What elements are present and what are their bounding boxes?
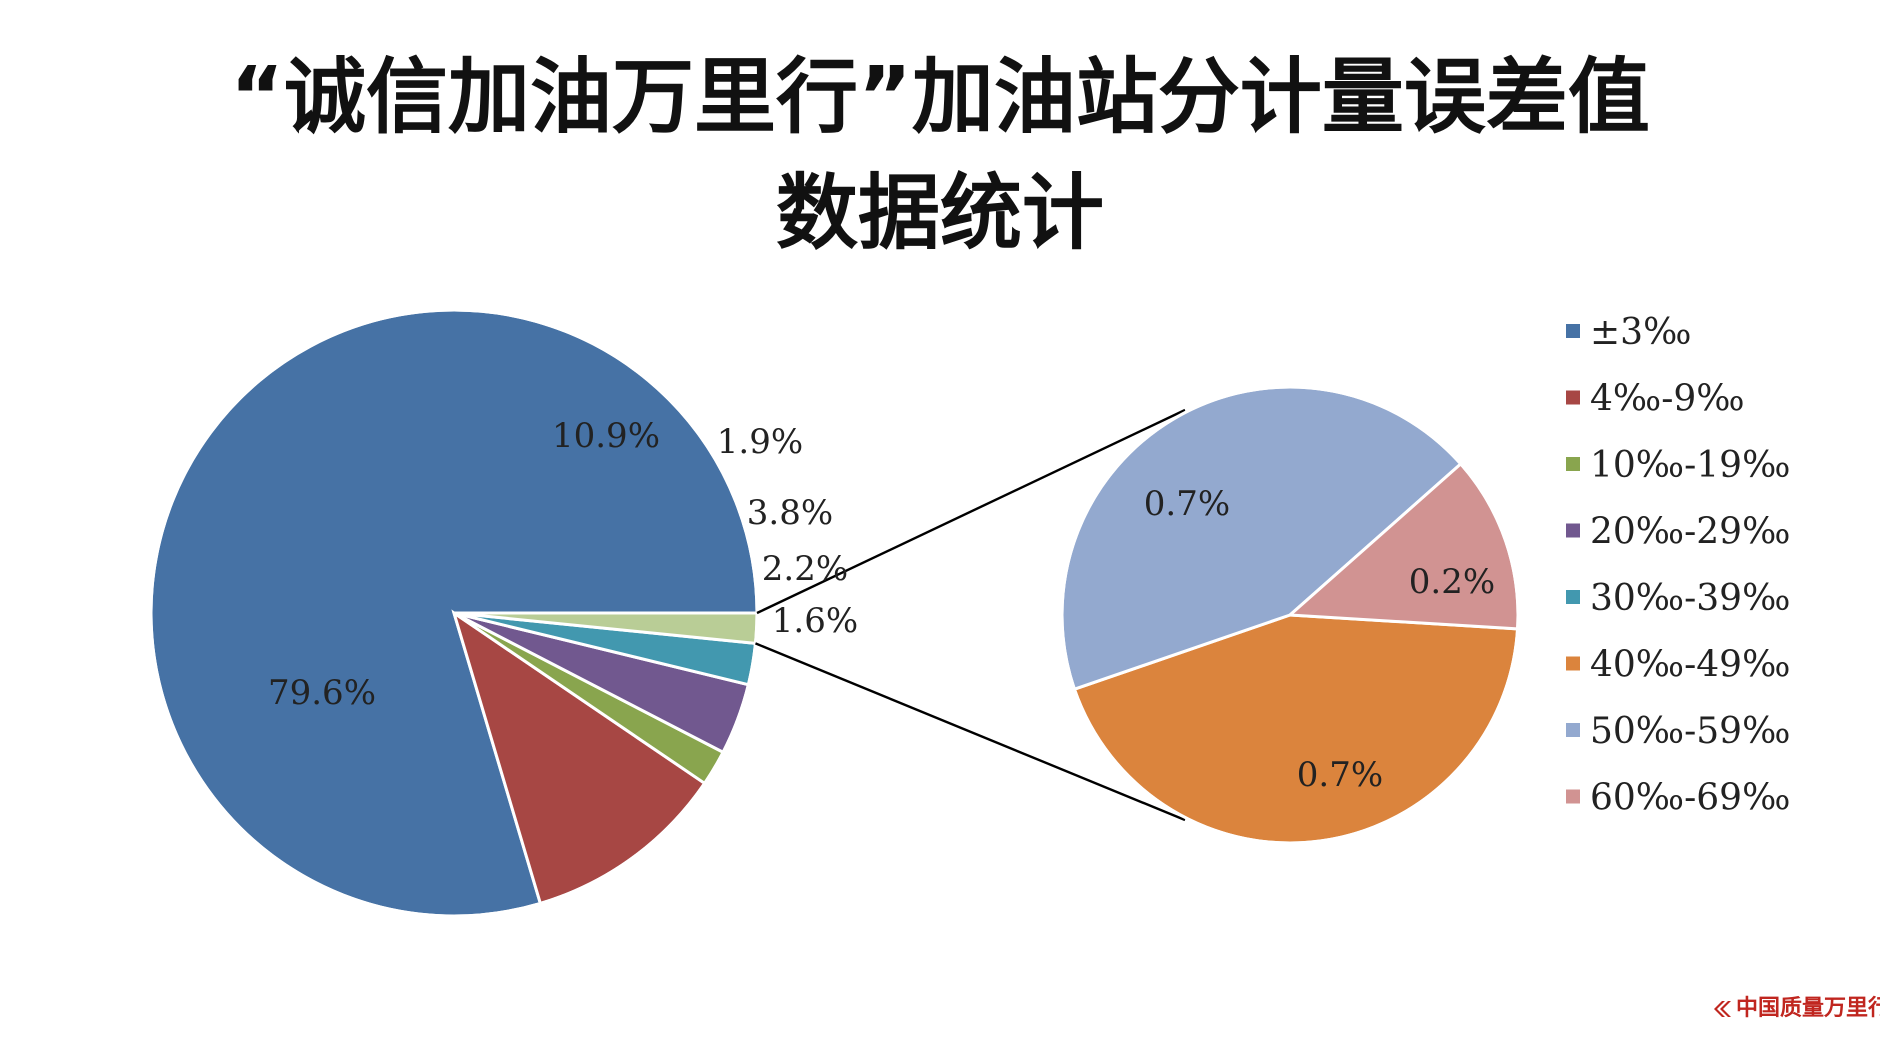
legend-swatch-0 [1566,324,1580,338]
secondary-pie-data-label-0: 0.7% [1297,755,1383,795]
legend-label-2: 10‰-19‰ [1590,445,1790,486]
chart-title-line-1: “诚信加油万里行”加油站分计量误差值 [230,50,1650,145]
legend-swatch-2 [1566,457,1580,471]
main-pie-data-label-3: 3.8% [747,493,833,533]
watermark-text: 中国质量万里行 [1736,996,1880,1021]
chart-title-line-2: 数据统计 [775,166,1104,261]
legend-swatch-7 [1566,789,1580,804]
main-pie-data-label-4: 2.2% [762,549,848,589]
legend: ±3‰ 4‰-9‰ 10‰-19‰ 20‰-29‰ 30‰-39‰ 40‰-49‰ 50‰-… [1566,312,1790,819]
legend-label-1: 4‰-9‰ [1590,379,1745,420]
secondary-pie-labels: 0.7% 0.7% 0.2% [1144,484,1495,795]
main-pie-data-label-5: 1.6% [772,601,858,641]
legend-label-0: ±3‰ [1590,312,1691,353]
legend-label-3: 20‰-29‰ [1590,512,1790,553]
secondary-pie-data-label-1: 0.7% [1144,484,1230,524]
connector-lines [755,408,1186,822]
legend-swatch-4 [1566,590,1580,604]
chart-title: “诚信加油万里行”加油站分计量误差值 数据统计 [0,40,1880,272]
legend-label-4: 30‰-39‰ [1590,578,1790,619]
legend-swatch-1 [1566,390,1580,405]
legend-swatch-5 [1566,656,1580,671]
chevron-logo-icon [1714,1001,1731,1017]
connector-line-bottom [755,642,1186,822]
main-pie-data-label-1: 10.9% [552,416,660,456]
legend-label-5: 40‰-49‰ [1590,645,1790,686]
legend-swatch-3 [1566,523,1580,538]
secondary-pie-data-label-2: 0.2% [1409,562,1495,602]
connector-line-top [756,408,1186,615]
main-pie-labels: 79.6% 10.9% 1.9% 3.8% 2.2% 1.6% [268,416,858,713]
legend-label-6: 50‰-59‰ [1590,711,1790,752]
watermark-logo: 中国质量万里行 [1712,993,1880,1025]
legend-label-7: 60‰-69‰ [1590,778,1790,819]
main-pie-data-label-2: 1.9% [717,422,803,462]
secondary-pie [1060,385,1520,845]
main-pie [149,308,759,918]
legend-swatch-6 [1566,723,1580,737]
secondary-pie-rim [1060,385,1520,845]
main-pie-data-label-0: 79.6% [268,673,376,713]
